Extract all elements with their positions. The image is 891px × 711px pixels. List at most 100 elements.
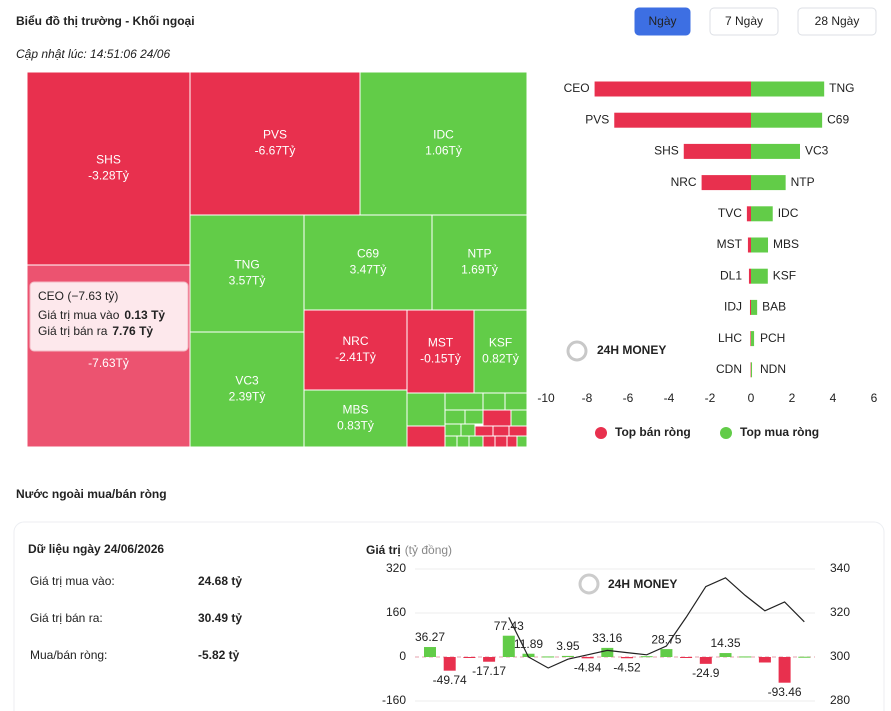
range-button[interactable]: 28 Ngày <box>797 7 877 36</box>
y-tick-label: 320 <box>386 561 406 575</box>
treemap-tile <box>473 309 528 394</box>
bar <box>502 635 515 657</box>
bar-label: 28.75 <box>651 632 681 646</box>
legend-dot <box>720 427 732 439</box>
tile-value: -0.15Tỷ <box>420 352 461 366</box>
tile-label: SHS <box>96 153 121 167</box>
bar-label: -17.17 <box>472 664 506 678</box>
bar <box>751 237 769 253</box>
treemap-small-tile <box>444 435 458 448</box>
treemap-small-tile <box>492 425 510 437</box>
buy-name: VC3 <box>805 144 829 158</box>
treemap-tile <box>406 309 475 394</box>
bar-label: -93.46 <box>768 685 802 699</box>
tooltip-value: 7.76 Tỷ <box>112 324 153 338</box>
x-tick-label: 0 <box>748 391 755 405</box>
bar <box>751 299 758 315</box>
tile-label: C69 <box>357 247 379 261</box>
bar <box>680 657 693 658</box>
treemap-small-tile <box>494 435 508 448</box>
x-tick-label: -4 <box>664 391 675 405</box>
bar <box>739 656 752 658</box>
bar-label: 77.43 <box>494 619 524 633</box>
x-tick-label: -10 <box>537 391 555 405</box>
treemap-small-tile <box>506 435 518 448</box>
bar <box>483 657 496 662</box>
tile-value: 1.69Tỷ <box>461 263 498 277</box>
bar <box>640 656 653 658</box>
treemap-small-tile <box>456 435 470 448</box>
button-bg <box>709 7 779 36</box>
bar-label: 11.89 <box>514 637 543 651</box>
treemap-tile <box>303 389 408 448</box>
tooltip-row: Giá trị mua vào 0.13 Tỷ <box>38 308 165 322</box>
bar-label: 3.95 <box>556 639 580 653</box>
bar <box>601 647 614 657</box>
bar <box>751 81 825 97</box>
treemap-small-tile <box>464 409 484 425</box>
buy-name: BAB <box>762 300 786 314</box>
summary-label: Giá trị mua vào: <box>30 574 115 588</box>
bar <box>699 657 712 664</box>
legend-label: Top mua ròng <box>740 425 819 439</box>
treemap-small-tile <box>444 392 484 411</box>
bar <box>751 143 800 159</box>
treemap-small-tile <box>468 435 484 448</box>
bar-label: 33.16 <box>592 631 622 645</box>
bar-label: 36.27 <box>415 630 445 644</box>
treemap-small-tile <box>482 435 496 448</box>
summary-label: Giá trị bán ra: <box>30 611 103 625</box>
summary-label: Mua/bán ròng: <box>30 648 107 662</box>
tooltip <box>29 281 189 352</box>
y-unit: (tỷ đồng) <box>405 543 452 557</box>
buy-name: MBS <box>773 237 799 251</box>
bar <box>746 206 751 222</box>
tooltip-title: CEO (−7.63 tỷ) <box>38 289 118 303</box>
x-tick-label: -6 <box>623 391 634 405</box>
tooltip-value: 0.13 Tỷ <box>124 308 165 322</box>
watermark-logo <box>578 573 600 595</box>
bar <box>778 657 791 683</box>
summary-date: Dữ liệu ngày 24/06/2026 <box>28 542 164 556</box>
treemap-tile <box>431 214 528 311</box>
sell-name: IDJ <box>724 300 742 314</box>
range-button[interactable]: 7 Ngày <box>709 7 779 36</box>
y-tick-label: -160 <box>382 693 406 707</box>
tile-value: 3.47Tỷ <box>350 263 387 277</box>
bar <box>621 657 633 659</box>
summary-value: 24.68 tỷ <box>198 574 242 588</box>
bar <box>424 647 436 657</box>
bar <box>751 175 786 191</box>
sell-name: CEO <box>564 81 590 95</box>
treemap-tile <box>189 331 305 448</box>
bar <box>443 657 456 671</box>
tile-label: KSF <box>489 336 512 350</box>
buy-name: IDC <box>778 206 799 220</box>
treemap-small-tile <box>482 392 506 411</box>
page-title: Biểu đồ thị trường - Khối ngoại <box>16 14 195 28</box>
sell-name: NRC <box>671 175 697 189</box>
tile-label: PVS <box>263 128 287 142</box>
tile-value: -6.67Tỷ <box>255 144 296 158</box>
button-label: 7 Ngày <box>725 14 763 28</box>
treemap-small-tile <box>444 409 466 425</box>
treemap-tile <box>359 71 528 216</box>
treemap-small-tile <box>406 392 446 427</box>
button-label: 28 Ngày <box>815 14 860 28</box>
range-button[interactable]: Ngày <box>634 7 691 36</box>
bar <box>798 656 811 658</box>
bar <box>522 653 535 657</box>
sell-name: DL1 <box>720 268 742 282</box>
bar <box>542 656 555 658</box>
bar <box>758 657 771 663</box>
watermark: 24H MONEY <box>597 343 666 357</box>
bar <box>751 362 753 378</box>
tile-label: MST <box>428 336 454 350</box>
treemap-small-tile <box>482 409 512 427</box>
summary-value: -5.82 tỷ <box>198 648 240 662</box>
sell-name: MST <box>717 237 743 251</box>
tile-label: IDC <box>433 128 454 142</box>
bar <box>463 657 476 658</box>
buy-name: C69 <box>827 112 849 126</box>
